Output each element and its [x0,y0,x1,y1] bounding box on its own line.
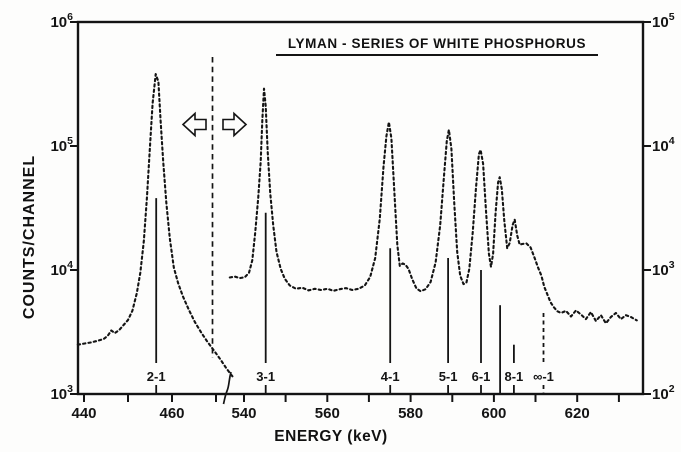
y-left-label-1e4: 104 [50,259,73,279]
x-tick-label-600: 600 [481,405,506,422]
y-right-label-1e3: 103 [652,259,675,279]
x-tick-label-440: 440 [71,405,96,422]
y-right-label-1e4: 104 [652,135,675,155]
x-tick-label-540: 540 [231,405,256,422]
peak-label-∞-1: ∞-1 [533,369,554,384]
y-left-label-1e6: 106 [50,11,73,31]
x-tick-label-620: 620 [565,405,590,422]
x-tick-label-460: 460 [159,405,184,422]
peak-label-8-1: 8-1 [505,369,524,384]
peak-label-3-1: 3-1 [256,369,275,384]
peak-label-2-1: 2-1 [147,369,166,384]
peak-label-6-1: 6-1 [472,369,491,384]
y-left-label-1e5: 105 [50,135,73,155]
y-right-label-1e5: 105 [652,11,675,31]
x-tick-label-580: 580 [398,405,423,422]
y-right-label-1e2: 102 [652,383,675,403]
y-left-label-1e3: 103 [50,383,73,403]
plot-frame [76,20,645,396]
spectrum-high-energy-segment-trace [228,87,638,325]
x-tick-label-560: 560 [315,405,340,422]
x-axis-title: ENERGY (keV) [274,428,388,445]
peak-label-5-1: 5-1 [439,369,458,384]
spectrum-low-energy-segment-trace [76,73,234,378]
peak-label-4-1: 4-1 [381,369,400,384]
y-axis-title: COUNTS/CHANNEL [21,154,38,320]
arrow-left-icon [181,111,207,138]
arrow-right-icon [222,111,248,138]
chart-title: LYMAN - SERIES OF WHITE PHOSPHORUS [276,36,598,56]
axis-break-mark [222,371,232,405]
